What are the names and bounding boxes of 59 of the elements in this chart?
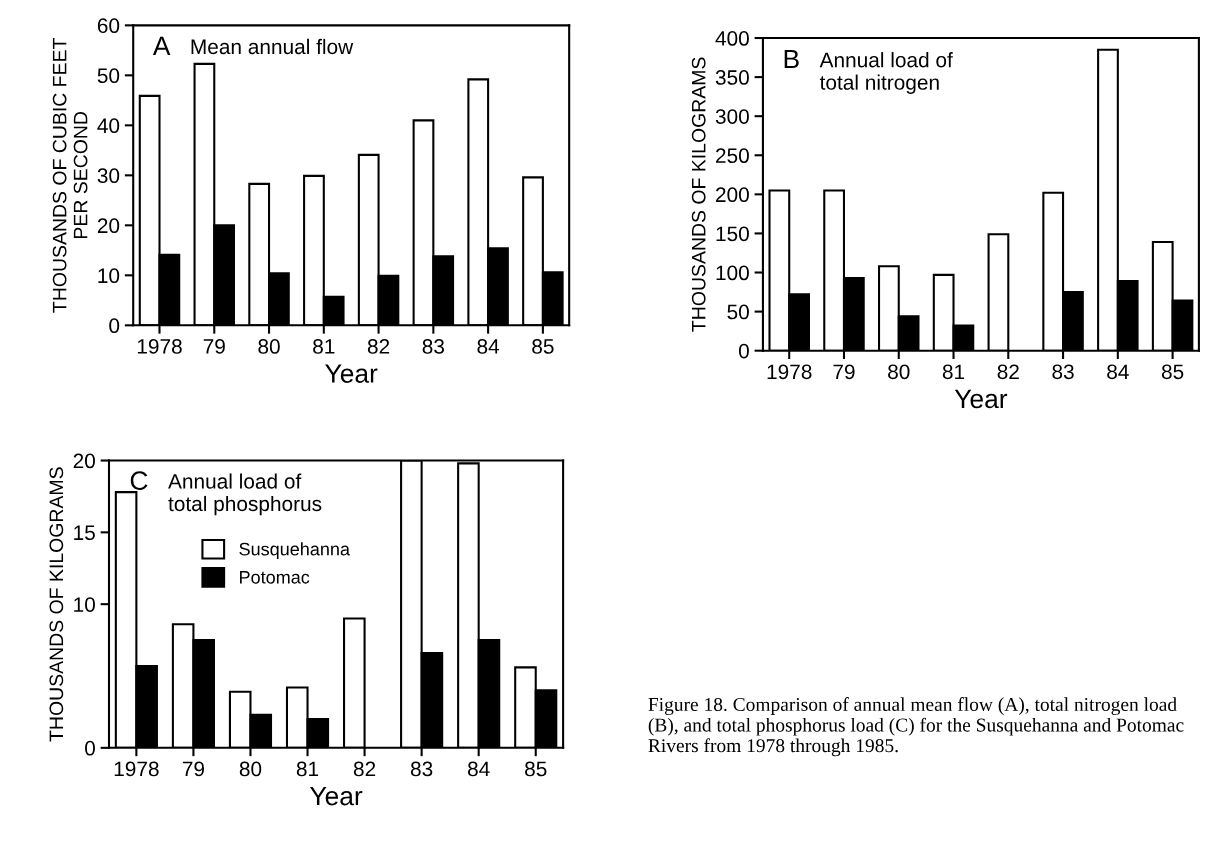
y-axis-title: THOUSANDS OF CUBIC FEET PER SECOND (52, 38, 88, 313)
x-tick-label: 85 (525, 761, 547, 777)
y-tick-label: 40 (97, 118, 120, 134)
y-tick-label: 0 (85, 740, 95, 756)
y-tick-label: 400 (715, 31, 749, 46)
y-tick-label: 10 (98, 268, 120, 284)
x-tick-label: 84 (1107, 364, 1129, 380)
x-tick-label: 79 (182, 761, 205, 777)
x-tick-label: 84 (477, 339, 500, 354)
x-tick-label: 80 (239, 761, 262, 777)
y-tick-label: 10 (74, 597, 95, 612)
y-axis-title: THOUSANDS OF KILOGRAMS (49, 467, 64, 742)
legend-label: Susquehanna (239, 542, 350, 560)
x-tick-label: 82 (997, 364, 1019, 380)
y-tick-label: 350 (715, 70, 749, 85)
text: Annual load of total nitrogen (819, 52, 953, 94)
x-tick-label: 85 (1161, 364, 1184, 380)
y-tick-label: 30 (97, 168, 120, 184)
y-tick-label: 100 (716, 265, 749, 281)
y-axis-title: THOUSANDS OF KILOGRAMS (691, 57, 706, 332)
legend-label: Potomac (240, 571, 310, 584)
x-tick-label: 82 (353, 761, 376, 777)
x-tick-label: 80 (888, 364, 910, 380)
annotation: C (130, 471, 148, 490)
y-tick-label: 20 (73, 453, 95, 469)
y-tick-label: 15 (74, 525, 95, 541)
x-tick-label: 81 (313, 339, 335, 354)
y-tick-label: 200 (716, 187, 749, 203)
x-axis-title: Year (309, 786, 363, 806)
x-axis-title: Year (325, 364, 378, 383)
x-tick-label: 79 (833, 364, 855, 380)
text: Mean annual flow (191, 38, 354, 55)
x-tick-label: 81 (296, 761, 319, 777)
x-tick-label: 1978 (137, 339, 182, 354)
y-tick-label: 250 (716, 148, 749, 164)
x-tick-label: 1978 (767, 364, 812, 380)
y-tick-label: 50 (727, 304, 749, 320)
x-tick-label: 1978 (114, 761, 159, 777)
x-tick-label: 79 (203, 339, 225, 354)
annotation: A (152, 36, 171, 55)
y-tick-label: 300 (715, 109, 749, 124)
x-tick-label: 80 (258, 339, 280, 354)
y-tick-label: 150 (716, 226, 749, 242)
x-tick-label: 83 (410, 761, 433, 777)
x-tick-label: 81 (942, 364, 965, 380)
y-tick-label: 20 (97, 218, 120, 234)
text: Annual load of total phosphorus (168, 473, 322, 516)
x-tick-label: 82 (367, 339, 390, 354)
y-tick-label: 0 (738, 343, 749, 359)
caption: Figure 18. Comparison of annual mean flow (A), total nitrogen load (B), and total phosphorus load (C) for the Susquehanna and Potomac Rivers from 1978 through 1985. (648, 697, 1184, 757)
x-axis-title: Year (954, 389, 1008, 409)
y-tick-label: 0 (109, 318, 120, 334)
y-tick-label: 60 (97, 18, 120, 34)
x-tick-label: 83 (422, 339, 445, 354)
x-tick-label: 84 (468, 761, 490, 777)
y-tick-label: 50 (97, 68, 120, 84)
x-tick-label: 83 (1052, 364, 1074, 380)
annotation: B (784, 49, 799, 69)
x-tick-label: 85 (532, 339, 554, 354)
